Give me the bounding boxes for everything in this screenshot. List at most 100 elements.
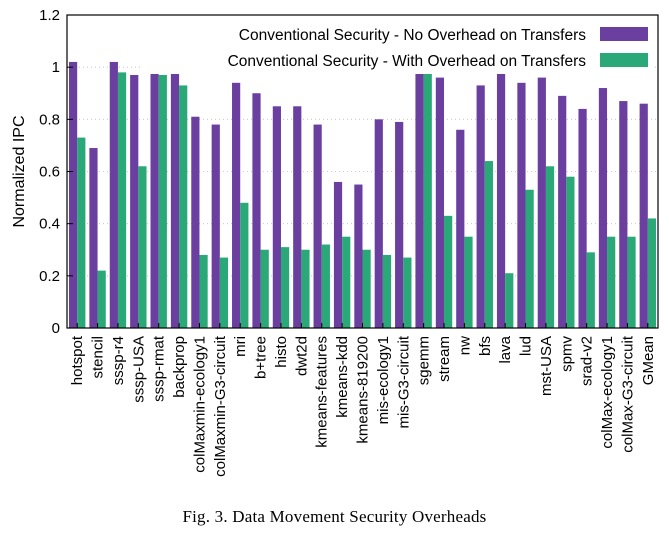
legend-label: Conventional Security - With Overhead on… — [228, 53, 587, 70]
bar-with-overhead — [158, 74, 167, 328]
bar-with-overhead — [484, 161, 493, 328]
legend-swatch — [600, 27, 648, 41]
bar-no-overhead — [109, 61, 118, 328]
bar-no-overhead — [558, 95, 567, 328]
x-tick-label: sssp-rmat — [151, 335, 168, 402]
y-tick-label: 0 — [52, 320, 60, 337]
bar-with-overhead — [179, 85, 188, 328]
y-tick-label: 0.4 — [39, 216, 60, 233]
bar-with-overhead — [566, 176, 575, 328]
bar-with-overhead — [647, 218, 657, 328]
bar-no-overhead — [578, 108, 587, 329]
bar-no-overhead — [89, 148, 98, 328]
x-tick-label: colMaxmin-ecology1 — [191, 336, 208, 473]
bar-with-overhead — [464, 236, 473, 328]
bar-no-overhead — [68, 61, 78, 328]
bar-with-overhead — [219, 257, 229, 328]
bar-no-overhead — [517, 82, 526, 328]
x-tick-label: lava — [497, 335, 514, 363]
bar-no-overhead — [252, 93, 261, 328]
bars — [68, 61, 657, 329]
x-tick-label: kmeans-features — [314, 336, 331, 448]
bar-with-overhead — [138, 166, 147, 328]
bar-with-overhead — [199, 254, 208, 328]
bar-with-overhead — [342, 236, 351, 328]
x-tick-label: mst-USA — [538, 336, 555, 396]
bar-no-overhead — [496, 69, 506, 329]
bar-with-overhead — [525, 189, 534, 328]
bar-with-overhead — [586, 252, 595, 328]
x-tick-label: nw — [456, 336, 473, 355]
x-tick-label: sssp-r4 — [110, 336, 127, 385]
x-tick-label: dwt2d — [293, 336, 310, 376]
bar-no-overhead — [232, 82, 241, 328]
x-tick-label: bfs — [477, 336, 494, 356]
y-tick-label: 0.6 — [39, 164, 60, 181]
y-tick-label: 0.2 — [39, 268, 60, 285]
x-tick-label: mis-G3-circuit — [395, 335, 412, 428]
x-tick-label: b+tree — [253, 336, 270, 379]
bar-with-overhead — [382, 254, 392, 328]
x-tick-label: kmeans-kdd — [334, 336, 351, 418]
bar-with-overhead — [362, 249, 371, 328]
bar-no-overhead — [211, 124, 220, 328]
x-tick-label: mis-ecology1 — [375, 336, 392, 424]
bar-with-overhead — [423, 67, 432, 329]
bar-with-overhead — [280, 247, 290, 328]
legend: Conventional Security - No Overhead on T… — [140, 18, 652, 74]
bar-no-overhead — [598, 88, 608, 329]
bar-no-overhead — [354, 184, 363, 328]
x-tick-label: spmv — [558, 336, 575, 372]
x-tick-label: GMean — [640, 336, 657, 385]
x-tick-label: sgemm — [416, 336, 433, 385]
bar-with-overhead — [301, 249, 310, 328]
bar-no-overhead — [395, 121, 404, 328]
x-tick-label: sssp-USA — [130, 336, 147, 403]
bar-no-overhead — [170, 72, 180, 328]
y-axis-ticks: 0 0.2 0.4 0.6 0.8 1 1.2 — [39, 7, 73, 337]
bar-no-overhead — [639, 103, 648, 328]
bar-no-overhead — [456, 129, 465, 328]
bar-no-overhead — [150, 69, 159, 329]
y-tick-label: 1 — [52, 59, 60, 76]
bar-no-overhead — [272, 106, 281, 329]
bar-with-overhead — [444, 215, 453, 328]
bar-with-overhead — [545, 166, 555, 328]
x-axis-ticks: hotspot stencil sssp-r4 sssp-USA sssp-rmat ba… — [69, 323, 657, 477]
bar-with-overhead — [627, 236, 636, 328]
legend-swatch — [600, 53, 648, 67]
y-tick-label: 0.8 — [39, 111, 60, 128]
bar-with-overhead — [117, 72, 127, 328]
x-tick-label: kmeans-819200 — [355, 336, 372, 444]
bar-no-overhead — [537, 77, 546, 328]
legend-background — [140, 18, 652, 74]
bar-with-overhead — [403, 257, 412, 328]
bar-chart: 0 0.2 0.4 0.6 0.8 1 1.2 hotspot stencil sssp-r4 s… — [11, 7, 659, 477]
x-tick-label: mri — [232, 336, 249, 357]
y-tick-label: 1.2 — [39, 7, 60, 24]
bar-no-overhead — [191, 116, 200, 328]
x-tick-label: srad-v2 — [579, 336, 596, 386]
x-tick-label: hotspot — [69, 335, 86, 385]
x-tick-label: stream — [436, 336, 453, 382]
bar-with-overhead — [77, 137, 86, 328]
bar-no-overhead — [130, 74, 139, 328]
bar-with-overhead — [321, 244, 330, 328]
bar-with-overhead — [240, 202, 249, 328]
bar-no-overhead — [374, 119, 383, 328]
bar-no-overhead — [313, 124, 322, 328]
x-tick-label: lud — [518, 336, 535, 356]
bar-with-overhead — [97, 270, 106, 328]
x-tick-label: colMax-ecology1 — [599, 336, 616, 449]
bar-with-overhead — [607, 236, 616, 328]
bar-with-overhead — [260, 249, 269, 328]
y-axis-title: Normalized IPC — [11, 115, 28, 227]
x-tick-label: colMax-G3-circuit — [619, 335, 636, 453]
bar-no-overhead — [435, 77, 445, 328]
figure-caption: Fig. 3. Data Movement Security Overheads — [182, 507, 487, 526]
bar-no-overhead — [293, 106, 302, 329]
bar-no-overhead — [619, 101, 628, 328]
bar-no-overhead — [333, 181, 343, 328]
bar-no-overhead — [476, 85, 485, 328]
x-tick-label: colMaxmin-G3-circuit — [212, 335, 229, 477]
